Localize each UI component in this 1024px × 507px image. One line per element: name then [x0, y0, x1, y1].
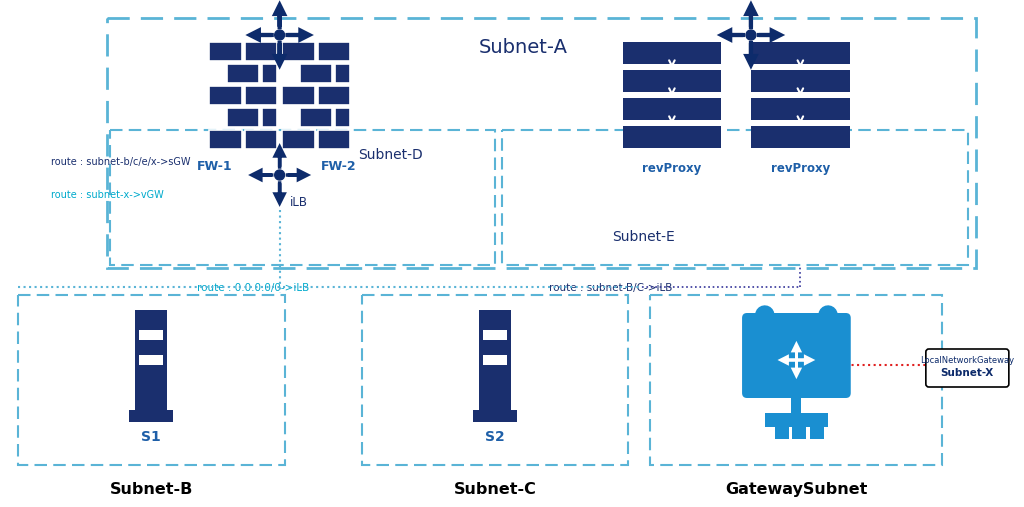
- Circle shape: [274, 30, 285, 40]
- Bar: [17, 295, 285, 465]
- Bar: [209, 129, 242, 149]
- Bar: [129, 410, 173, 422]
- Text: route : 0.0.0.0/0->iLB: route : 0.0.0.0/0->iLB: [197, 283, 309, 293]
- Bar: [262, 107, 278, 127]
- Bar: [650, 295, 942, 465]
- Bar: [209, 42, 242, 60]
- Bar: [623, 126, 721, 148]
- Bar: [110, 130, 495, 265]
- FancyArrow shape: [746, 5, 756, 27]
- Bar: [336, 63, 350, 83]
- FancyArrow shape: [780, 356, 797, 364]
- FancyArrow shape: [252, 170, 271, 179]
- Bar: [139, 355, 163, 365]
- Text: S1: S1: [141, 430, 161, 444]
- Text: Subnet-E: Subnet-E: [612, 230, 676, 244]
- FancyArrow shape: [797, 356, 812, 364]
- Bar: [139, 330, 163, 340]
- Bar: [483, 330, 507, 340]
- FancyArrow shape: [759, 30, 780, 40]
- Bar: [209, 86, 242, 104]
- Text: FW-1: FW-1: [197, 160, 232, 173]
- Text: route : subnet-x->vGW: route : subnet-x->vGW: [51, 190, 164, 200]
- Bar: [751, 42, 850, 64]
- Bar: [317, 129, 350, 149]
- Bar: [810, 427, 824, 439]
- Text: Subnet-C: Subnet-C: [454, 482, 537, 497]
- Text: Subnet-D: Subnet-D: [358, 148, 423, 162]
- Text: FW-2: FW-2: [322, 160, 356, 173]
- Bar: [793, 427, 806, 439]
- FancyArrow shape: [275, 5, 284, 27]
- Bar: [765, 413, 828, 427]
- Bar: [502, 130, 969, 265]
- Bar: [751, 70, 850, 92]
- Bar: [336, 107, 350, 127]
- Bar: [317, 86, 350, 104]
- Bar: [300, 63, 333, 83]
- Text: revProxy: revProxy: [642, 162, 701, 175]
- Text: S2: S2: [485, 430, 505, 444]
- FancyArrow shape: [288, 170, 307, 179]
- Bar: [245, 42, 278, 60]
- Bar: [245, 86, 278, 104]
- Bar: [623, 70, 721, 92]
- Bar: [361, 295, 629, 465]
- Text: LocalNetworkGateway: LocalNetworkGateway: [921, 356, 1015, 365]
- Bar: [623, 98, 721, 120]
- Bar: [226, 107, 259, 127]
- Bar: [483, 355, 507, 365]
- Text: route : subnet-b/c/e/x->sGW: route : subnet-b/c/e/x->sGW: [51, 157, 190, 167]
- FancyArrow shape: [250, 30, 271, 40]
- Bar: [262, 63, 278, 83]
- Bar: [751, 126, 850, 148]
- Circle shape: [274, 170, 285, 180]
- Bar: [479, 310, 511, 410]
- FancyArrow shape: [793, 360, 800, 376]
- Bar: [775, 427, 788, 439]
- FancyArrow shape: [746, 43, 756, 65]
- FancyArrow shape: [275, 43, 284, 65]
- Circle shape: [746, 30, 756, 40]
- Text: iLB: iLB: [290, 196, 307, 209]
- Bar: [792, 393, 802, 413]
- FancyArrow shape: [793, 344, 800, 360]
- Bar: [317, 42, 350, 60]
- Text: Subnet-A: Subnet-A: [479, 38, 568, 57]
- Bar: [282, 86, 314, 104]
- Bar: [282, 129, 314, 149]
- Text: Subnet-B: Subnet-B: [110, 482, 193, 497]
- Bar: [623, 42, 721, 64]
- Text: Subnet-X: Subnet-X: [941, 368, 994, 378]
- Bar: [226, 63, 259, 83]
- FancyArrow shape: [275, 147, 284, 167]
- Bar: [245, 129, 278, 149]
- Text: GatewaySubnet: GatewaySubnet: [725, 482, 867, 497]
- Bar: [282, 42, 314, 60]
- FancyArrow shape: [721, 30, 743, 40]
- FancyArrow shape: [288, 30, 309, 40]
- FancyArrow shape: [275, 183, 284, 203]
- Bar: [106, 18, 976, 268]
- Bar: [135, 310, 167, 410]
- Text: route : subnet-B/C->iLB: route : subnet-B/C->iLB: [549, 283, 673, 293]
- Bar: [300, 107, 333, 127]
- Bar: [751, 98, 850, 120]
- Text: revProxy: revProxy: [771, 162, 830, 175]
- Bar: [473, 410, 517, 422]
- FancyBboxPatch shape: [926, 349, 1009, 387]
- FancyBboxPatch shape: [742, 313, 851, 398]
